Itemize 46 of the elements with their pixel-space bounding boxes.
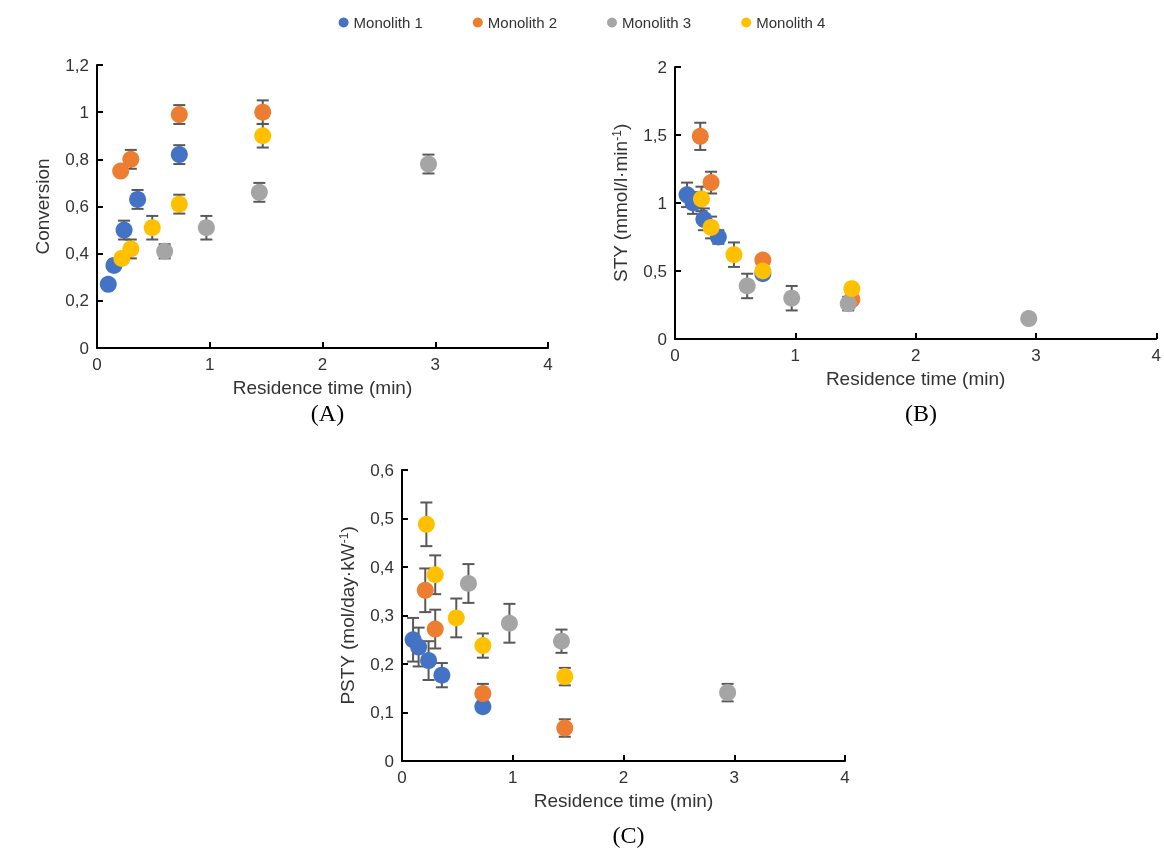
- y-tick-label: 0,6: [65, 197, 89, 216]
- x-tick-label: 0: [397, 768, 407, 787]
- y-tick-label: 1: [657, 193, 667, 213]
- y-tick-label: 1,5: [643, 125, 667, 145]
- x-tick-label: 2: [618, 768, 629, 787]
- x-tick-label: 0: [92, 355, 102, 374]
- y-tick-label: 0,5: [370, 509, 394, 528]
- x-tick-label: 1: [790, 346, 801, 365]
- x-axis-title: Residence time (min): [533, 790, 714, 811]
- y-tick-label: 1,2: [65, 55, 89, 75]
- x-tick-label: 3: [430, 355, 440, 374]
- x-tick-label: 1: [205, 355, 215, 374]
- y-tick-label: 0,5: [643, 261, 667, 281]
- legend-label: Monolith 1: [353, 14, 423, 31]
- text: (C): [612, 822, 645, 848]
- text: (B): [905, 400, 937, 426]
- legend-label: Monolith 4: [756, 14, 826, 31]
- y-tick-label: 0,4: [65, 244, 89, 264]
- x-tick-label: 1: [508, 768, 518, 787]
- x-tick-label: 2: [317, 355, 328, 374]
- y-tick-label: 0,3: [370, 606, 394, 625]
- x-axis-title: Residence time (min): [232, 377, 413, 398]
- y-tick-label: 0,1: [370, 703, 394, 722]
- y-axis-title: Conversion: [32, 158, 53, 255]
- y-tick-label: 2: [657, 57, 667, 77]
- y-tick-label: 0,4: [370, 557, 394, 577]
- x-tick-label: 2: [910, 346, 921, 365]
- y-tick-label: 1: [79, 102, 89, 122]
- y-tick-label: 0,2: [370, 654, 394, 674]
- y-tick-label: 0: [384, 751, 394, 771]
- y-axis-title: PSTY (mol/day·kW-1): [337, 526, 358, 705]
- y-axis-title: STY (mmol/l·min-1): [610, 123, 631, 283]
- x-tick-label: 4: [840, 768, 850, 787]
- x-tick-label: 0: [670, 346, 680, 365]
- x-tick-label: 3: [1031, 346, 1041, 365]
- x-tick-label: 4: [1151, 346, 1162, 365]
- y-tick-label: 0,6: [370, 460, 394, 480]
- legend-label: Monolith 3: [622, 14, 692, 31]
- y-tick-label: 0: [657, 329, 667, 349]
- x-axis-title: Residence time (min): [825, 368, 1006, 389]
- y-tick-label: 0,8: [65, 149, 89, 169]
- x-tick-label: 4: [543, 355, 553, 374]
- y-tick-label: 0,2: [65, 291, 89, 311]
- legend-label: Monolith 2: [487, 14, 558, 31]
- x-tick-label: 3: [729, 768, 739, 787]
- text: (A): [310, 400, 345, 426]
